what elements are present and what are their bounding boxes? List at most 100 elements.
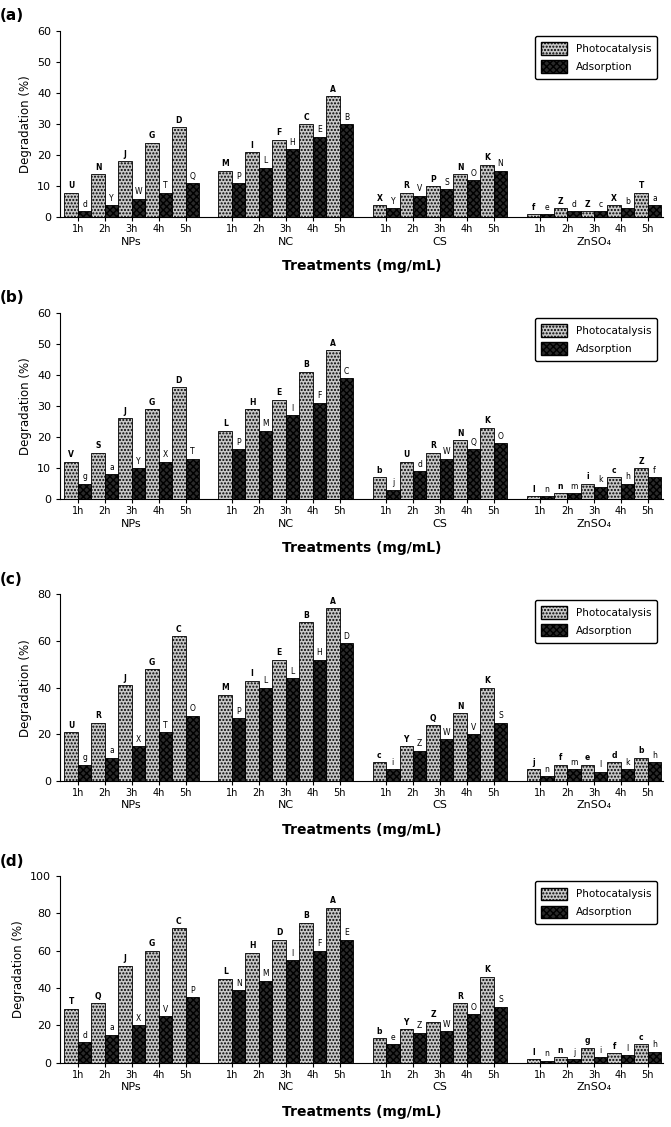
- Bar: [78, 211, 91, 218]
- Text: J: J: [123, 150, 126, 159]
- Bar: [299, 124, 313, 218]
- Text: l: l: [627, 1044, 629, 1053]
- Bar: [326, 350, 340, 499]
- Bar: [172, 637, 186, 781]
- Text: k: k: [625, 757, 630, 766]
- Text: a: a: [652, 194, 657, 203]
- Bar: [440, 459, 454, 499]
- Bar: [232, 184, 246, 218]
- Bar: [527, 214, 540, 218]
- Bar: [413, 471, 427, 499]
- Text: U: U: [68, 181, 74, 190]
- Text: A: A: [330, 85, 336, 94]
- Bar: [158, 462, 172, 499]
- Bar: [527, 770, 540, 781]
- Text: Z: Z: [417, 739, 422, 748]
- Text: n: n: [558, 1046, 563, 1055]
- Bar: [105, 1035, 118, 1063]
- Text: i: i: [600, 1046, 602, 1055]
- Bar: [467, 1014, 480, 1063]
- Text: X: X: [136, 1014, 141, 1023]
- Bar: [554, 492, 567, 499]
- Bar: [326, 96, 340, 218]
- Text: V: V: [162, 1004, 168, 1013]
- Text: W: W: [443, 447, 450, 456]
- Bar: [634, 757, 648, 781]
- Bar: [427, 725, 440, 781]
- Bar: [219, 431, 232, 499]
- Text: G: G: [149, 657, 155, 666]
- Bar: [494, 722, 507, 781]
- Bar: [91, 453, 105, 499]
- Text: C: C: [344, 366, 349, 375]
- Bar: [540, 214, 554, 218]
- Text: O: O: [470, 1003, 476, 1012]
- Bar: [313, 951, 326, 1063]
- Text: (a): (a): [0, 8, 24, 24]
- Text: L: L: [264, 157, 268, 166]
- Text: c: c: [612, 467, 617, 474]
- Text: E: E: [344, 929, 349, 938]
- Text: Y: Y: [403, 735, 409, 744]
- Bar: [648, 762, 662, 781]
- Bar: [286, 678, 299, 781]
- Text: N: N: [498, 159, 503, 168]
- Text: Y: Y: [391, 197, 395, 206]
- Bar: [440, 739, 454, 781]
- Text: X: X: [136, 735, 141, 744]
- Text: Q: Q: [189, 171, 195, 180]
- Text: Z: Z: [558, 197, 563, 206]
- Text: c: c: [599, 199, 603, 208]
- Bar: [340, 940, 353, 1063]
- Text: N: N: [457, 702, 464, 711]
- Bar: [91, 174, 105, 218]
- Text: P: P: [236, 707, 241, 716]
- Text: S: S: [498, 995, 503, 1004]
- Bar: [467, 180, 480, 218]
- Text: N: N: [457, 428, 464, 437]
- Bar: [232, 450, 246, 499]
- Text: S: S: [444, 178, 449, 187]
- Bar: [527, 496, 540, 499]
- Text: P: P: [236, 438, 241, 447]
- Bar: [219, 171, 232, 218]
- Text: Z: Z: [417, 1021, 422, 1030]
- Bar: [580, 483, 594, 499]
- Text: D: D: [176, 116, 182, 125]
- Legend: Photocatalysis, Adsorption: Photocatalysis, Adsorption: [535, 881, 658, 924]
- Text: h: h: [652, 751, 657, 760]
- Text: P: P: [236, 171, 241, 180]
- Text: R: R: [95, 711, 101, 720]
- Bar: [246, 952, 259, 1063]
- Text: P: P: [190, 986, 195, 995]
- Bar: [621, 483, 634, 499]
- Text: N: N: [95, 162, 101, 171]
- Bar: [607, 1054, 621, 1063]
- Bar: [272, 659, 286, 781]
- Bar: [594, 487, 607, 499]
- Bar: [91, 722, 105, 781]
- Text: Q: Q: [95, 992, 101, 1001]
- Bar: [648, 478, 662, 499]
- Bar: [272, 140, 286, 218]
- Bar: [145, 669, 158, 781]
- Text: f: f: [559, 753, 562, 762]
- Text: d: d: [82, 1031, 87, 1040]
- X-axis label: Treatments (mg/mL): Treatments (mg/mL): [282, 541, 442, 556]
- Text: I: I: [291, 403, 294, 412]
- Bar: [567, 211, 580, 218]
- Text: l: l: [532, 1048, 535, 1057]
- Text: Y: Y: [403, 1018, 409, 1027]
- Text: H: H: [290, 137, 295, 147]
- Bar: [105, 205, 118, 218]
- Bar: [372, 1038, 386, 1063]
- Bar: [272, 940, 286, 1063]
- Bar: [567, 492, 580, 499]
- Bar: [259, 168, 272, 218]
- Text: (b): (b): [0, 290, 25, 305]
- Bar: [64, 462, 78, 499]
- Text: B: B: [303, 912, 309, 921]
- Text: b: b: [625, 197, 630, 206]
- Text: D: D: [176, 375, 182, 384]
- Text: d: d: [417, 460, 422, 469]
